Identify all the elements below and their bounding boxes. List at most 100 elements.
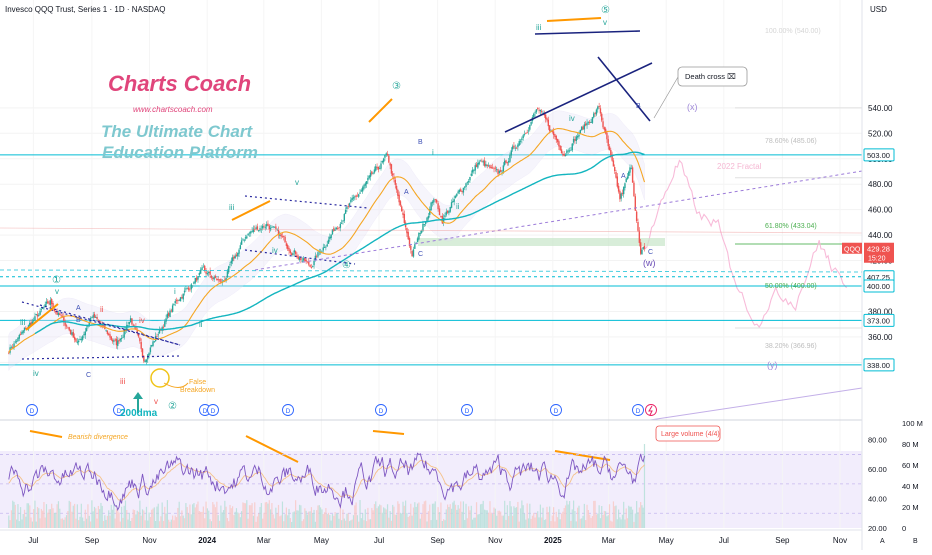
- candle-body: [213, 276, 215, 280]
- candle-body: [63, 315, 65, 323]
- volume-bar: [379, 504, 381, 528]
- candle-body: [23, 327, 26, 331]
- candle-body: [301, 260, 303, 262]
- candle-body: [143, 356, 145, 362]
- dividend-marker: [550, 404, 562, 416]
- candle-body: [471, 169, 474, 173]
- candle-body: [506, 162, 509, 164]
- volume-bar: [280, 515, 282, 528]
- level-badge: [863, 279, 895, 293]
- candle-body: [620, 193, 622, 199]
- volume-bar: [453, 500, 455, 528]
- volume-bar: [52, 508, 54, 528]
- volume-bar: [523, 513, 526, 528]
- time-axis[interactable]: Jul Sep Nov 2024 Mar May Jul Sep Nov 2025 Mar May Ju…: [28, 536, 918, 545]
- volume-bar: [412, 507, 415, 528]
- volume-bar: [101, 505, 103, 528]
- fib-label-786: 78.60% (485.06): [765, 138, 817, 145]
- candle-body: [556, 138, 559, 142]
- candle-body: [189, 289, 191, 291]
- volume-bar: [47, 512, 49, 528]
- price-tick: 460.00: [868, 206, 893, 215]
- candle-body: [168, 313, 170, 316]
- volume-bar: [337, 513, 339, 528]
- candle-body: [230, 260, 232, 264]
- volume-bar: [363, 520, 365, 528]
- candle-body: [137, 334, 140, 337]
- candle-body: [79, 338, 81, 341]
- candle-body: [458, 190, 461, 193]
- volume-bar: [578, 505, 580, 528]
- volume-bar: [521, 500, 523, 528]
- dividend-marker: [207, 404, 219, 416]
- volume-bar: [49, 509, 51, 528]
- candle-body: [113, 340, 115, 342]
- volume-bar: [522, 505, 524, 528]
- volume-bar: [255, 521, 257, 528]
- wave-v-5: v: [603, 18, 607, 27]
- candle-body: [522, 135, 524, 138]
- volume-bar: [86, 518, 88, 528]
- candle-body: [148, 352, 150, 356]
- volume-bar: [556, 517, 559, 528]
- candle-body: [610, 149, 612, 156]
- volume-bar: [33, 509, 35, 528]
- volume-bar: [599, 518, 602, 528]
- volume-bar: [168, 519, 170, 528]
- volume-bar: [268, 500, 270, 528]
- volume-bar: [247, 518, 249, 528]
- volume-bar: [164, 506, 166, 528]
- candle-body: [38, 314, 40, 316]
- level-badge: [863, 358, 895, 372]
- volume-bar: [611, 521, 613, 528]
- candle-body: [231, 257, 234, 262]
- candle-body: [275, 226, 277, 229]
- death-cross-label: Death cross ⌧: [685, 72, 736, 81]
- wave-v-red: v: [154, 397, 158, 406]
- auto-scale-button[interactable]: A: [880, 538, 885, 545]
- volume-bar: [239, 517, 241, 528]
- volume-bar: [475, 502, 478, 528]
- candle-body: [498, 171, 501, 173]
- candle-body: [175, 300, 178, 302]
- volume-bar: [197, 501, 199, 528]
- volume-bar: [287, 515, 289, 528]
- candle-body: [410, 245, 412, 250]
- volume-bar: [152, 508, 154, 528]
- volume-bar: [221, 512, 223, 528]
- price-tick: 540.00: [868, 104, 893, 113]
- volume-bar: [314, 521, 316, 528]
- volume-bar: [421, 514, 423, 528]
- candle-body: [56, 311, 58, 315]
- volume-bar: [395, 514, 398, 528]
- volume-bar: [607, 515, 609, 528]
- volume-bar: [566, 500, 568, 528]
- volume-bar: [603, 510, 605, 528]
- candle-body: [32, 320, 35, 322]
- volume-bar: [252, 515, 255, 528]
- candle-body: [44, 304, 46, 307]
- candle-body: [622, 187, 625, 195]
- candle-body: [41, 308, 44, 309]
- volume-bar: [431, 503, 434, 528]
- candle-body: [423, 224, 426, 225]
- business-button[interactable]: B: [913, 538, 918, 545]
- candle-body: [418, 232, 420, 240]
- volume-bar: [115, 508, 118, 528]
- candle-body: [535, 109, 538, 113]
- volume-bar: [127, 519, 129, 528]
- volume-bar: [235, 508, 238, 528]
- candle-body: [255, 227, 257, 230]
- volume-bar: [36, 506, 39, 528]
- candle-body: [555, 136, 557, 140]
- candle-body: [132, 324, 134, 326]
- candle-body: [31, 321, 34, 324]
- volume-bar: [590, 517, 592, 528]
- brand-url[interactable]: www.chartscoach.com: [133, 105, 213, 114]
- candle-body: [280, 234, 282, 237]
- time-tick: Sep: [775, 536, 790, 545]
- candle-body: [235, 254, 238, 257]
- candle-body: [595, 109, 598, 115]
- candle-body: [127, 324, 129, 326]
